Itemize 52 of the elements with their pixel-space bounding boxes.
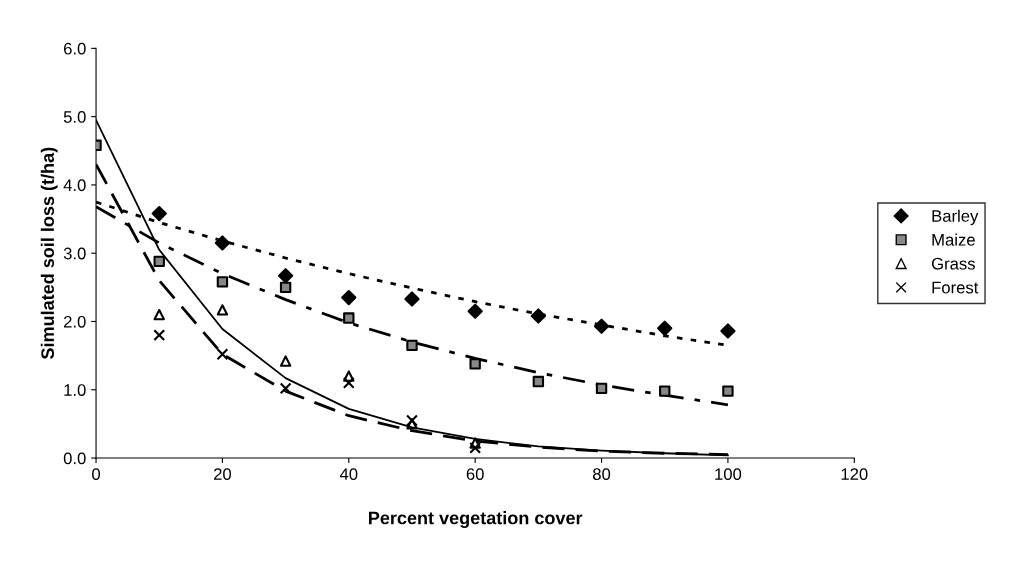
point bbox=[153, 308, 165, 321]
point bbox=[216, 348, 229, 361]
point bbox=[343, 312, 355, 324]
x-axis-title: Percent vegetation cover bbox=[369, 511, 583, 528]
y-axis-title: Simulated soil loss (t/ha) bbox=[40, 147, 58, 360]
point bbox=[657, 320, 673, 336]
point bbox=[532, 375, 545, 388]
point bbox=[406, 414, 418, 427]
point bbox=[659, 385, 671, 397]
point bbox=[595, 382, 608, 395]
point bbox=[342, 376, 355, 389]
legend-label: Forest bbox=[932, 281, 979, 294]
point bbox=[404, 291, 420, 307]
point bbox=[593, 318, 610, 334]
point bbox=[469, 358, 481, 370]
point bbox=[469, 437, 481, 449]
point bbox=[153, 255, 165, 268]
y-tick-label: 1.0 bbox=[64, 384, 86, 396]
point bbox=[343, 370, 355, 382]
point bbox=[469, 441, 482, 454]
point bbox=[406, 339, 418, 352]
point bbox=[467, 303, 483, 319]
point bbox=[406, 418, 418, 430]
y-tick-label: 3.0 bbox=[63, 247, 86, 260]
y-tick-label: 5.0 bbox=[63, 111, 86, 123]
point bbox=[722, 385, 734, 397]
point bbox=[341, 289, 357, 306]
point bbox=[279, 355, 292, 367]
point bbox=[216, 276, 229, 288]
point bbox=[216, 304, 229, 316]
y-tick-label: 0.0 bbox=[63, 452, 86, 465]
point bbox=[279, 281, 292, 294]
legend-label: Maize bbox=[932, 233, 975, 246]
point bbox=[720, 323, 736, 339]
point bbox=[530, 308, 546, 324]
y-tick-label: 2.0 bbox=[63, 315, 86, 328]
point bbox=[279, 382, 292, 395]
x-tick-label: 60 bbox=[466, 468, 484, 481]
x-tick-label: 40 bbox=[339, 468, 358, 481]
x-tick-label: 0 bbox=[92, 468, 101, 481]
x-tick-label: 100 bbox=[715, 468, 742, 481]
point bbox=[153, 329, 166, 342]
x-tick-label: 120 bbox=[841, 468, 868, 481]
point bbox=[151, 205, 167, 222]
y-tick-label: 4.0 bbox=[63, 179, 86, 192]
legend-label: Barley bbox=[932, 209, 979, 226]
y-tick-label: 6.0 bbox=[64, 42, 86, 55]
x-tick-label: 80 bbox=[593, 468, 611, 481]
x-tick-label: 20 bbox=[213, 468, 232, 481]
legend-label: Grass bbox=[931, 257, 975, 270]
point bbox=[277, 268, 294, 284]
point bbox=[214, 235, 231, 251]
